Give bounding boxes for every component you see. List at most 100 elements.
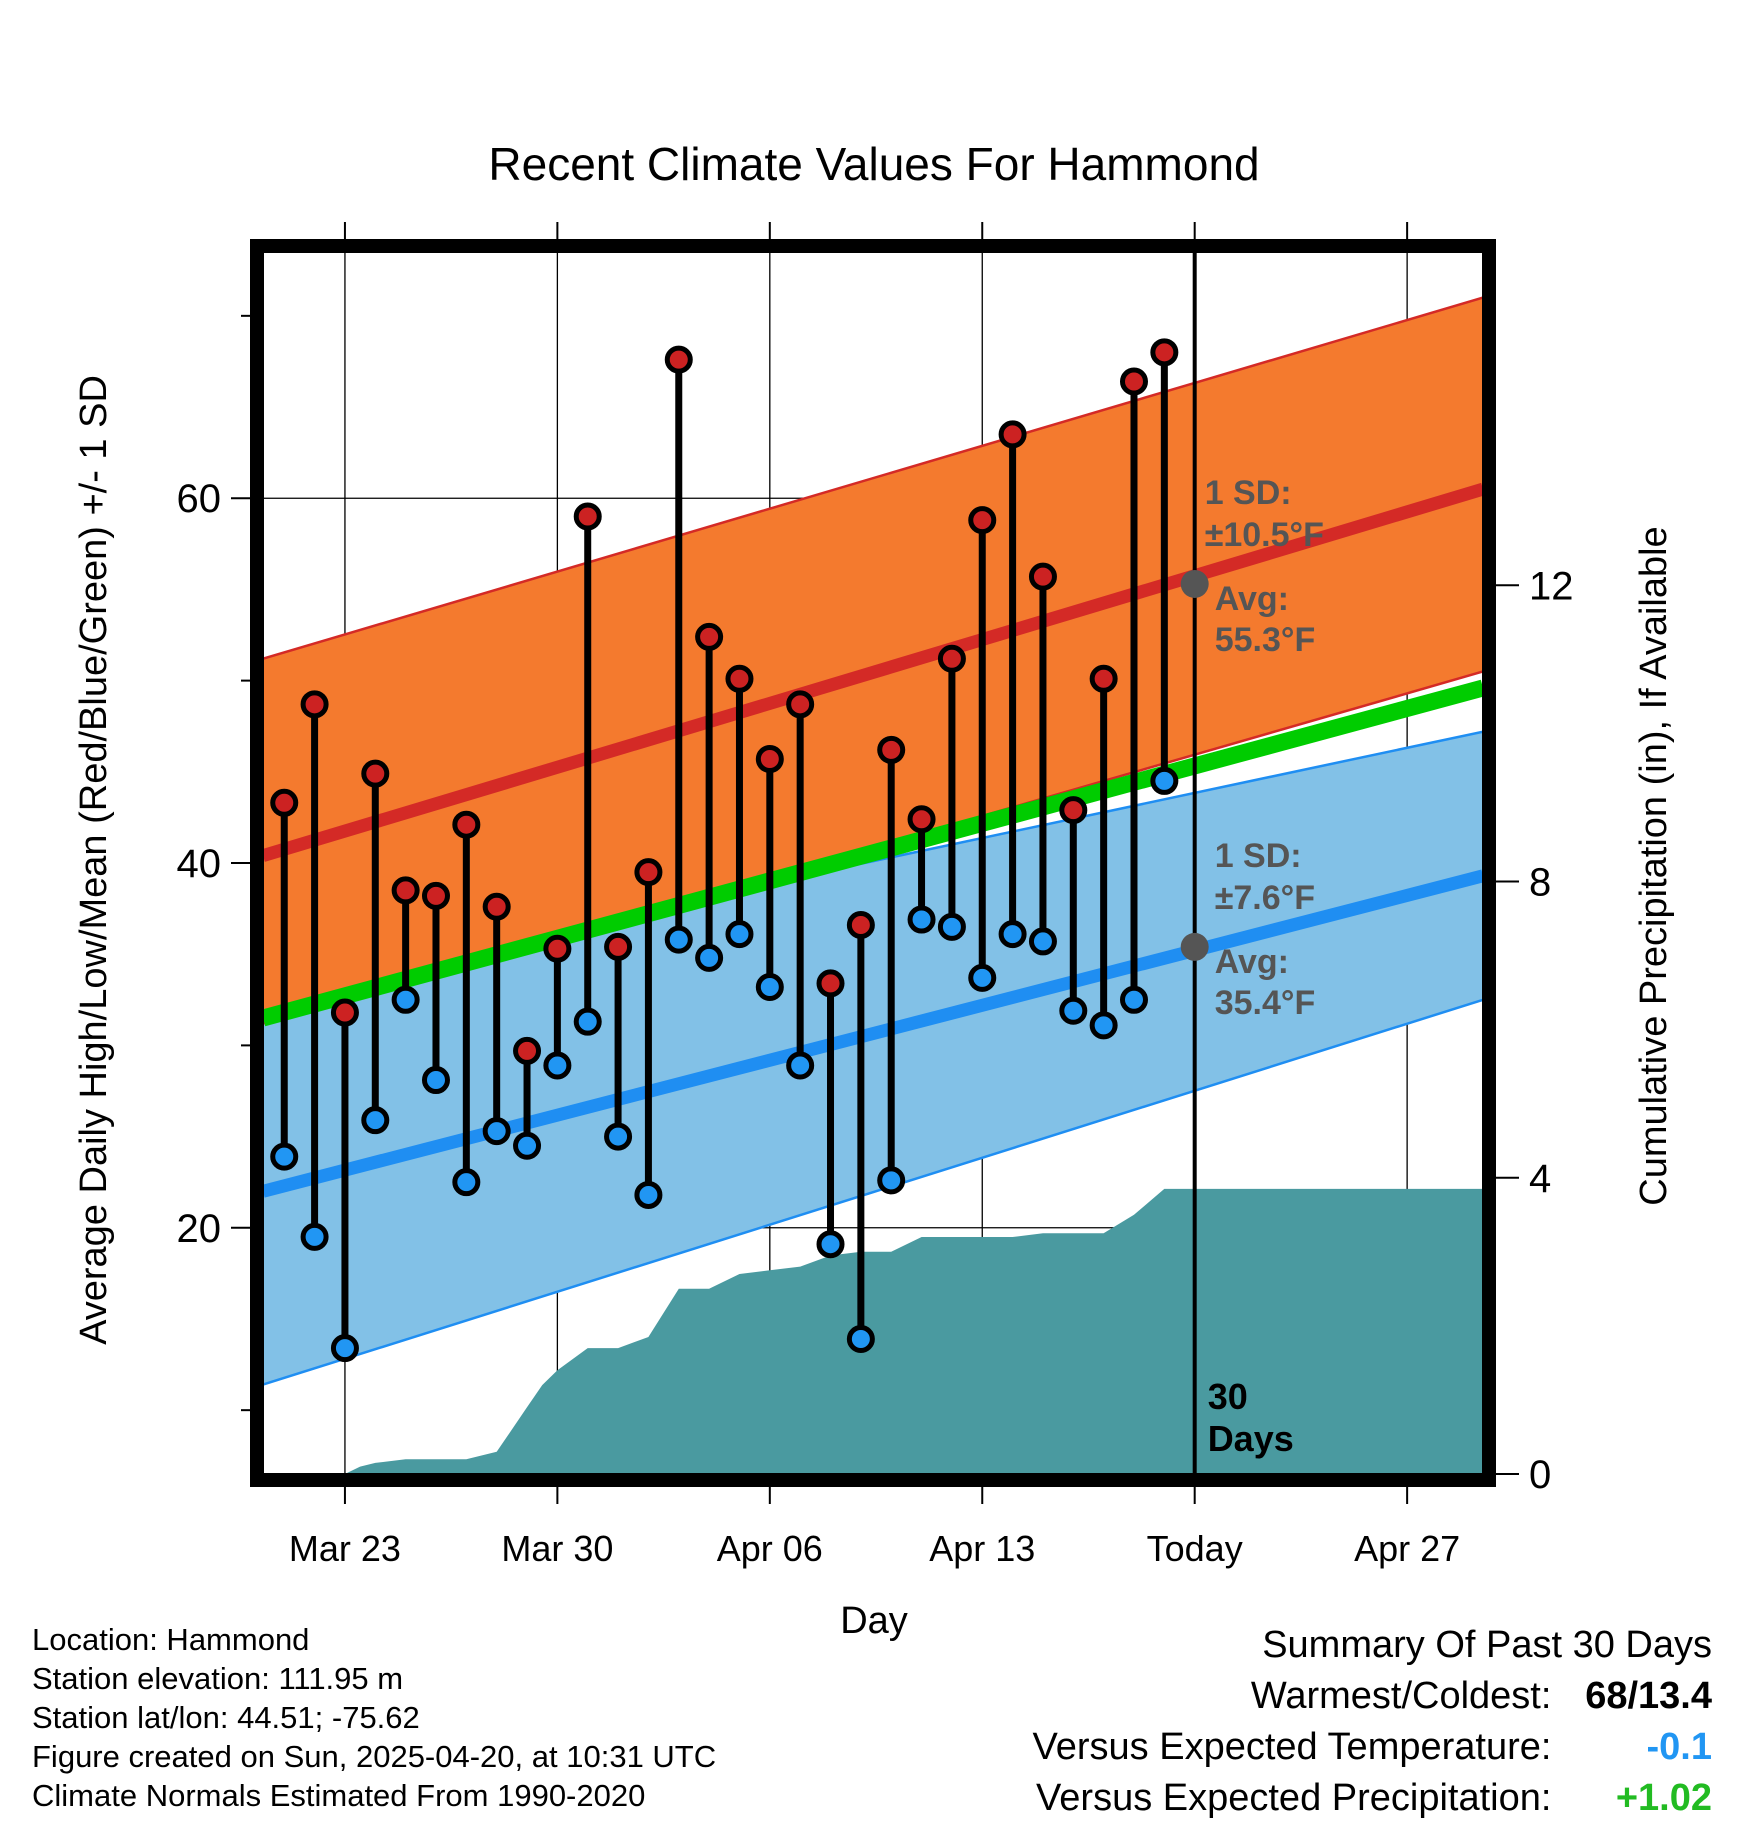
x-tick-label: Apr 27 bbox=[1354, 1528, 1460, 1569]
x-tick-label: Today bbox=[1147, 1528, 1243, 1569]
high-avg-value: 55.3°F bbox=[1215, 621, 1316, 659]
observed-low-point bbox=[846, 1325, 875, 1354]
observed-low-point bbox=[937, 912, 966, 941]
normal-high-sd-band bbox=[263, 297, 1483, 1024]
observed-high-point bbox=[725, 664, 754, 693]
created-text: Figure created on Sun, 2025-04-20, at 10… bbox=[32, 1739, 717, 1774]
plot-frame bbox=[250, 239, 1496, 1487]
warm-cold-label: Warmest/Coldest: bbox=[1250, 1675, 1552, 1717]
high-sd-label: 1 SD: bbox=[1205, 474, 1292, 512]
observed-high-point bbox=[846, 911, 875, 940]
normal-low-sd-band-lower-edge bbox=[263, 998, 1483, 1386]
observed-low-point bbox=[664, 925, 693, 954]
observed-high-point bbox=[968, 506, 997, 535]
observed-high-point bbox=[604, 932, 633, 961]
normal-high-line bbox=[263, 482, 1483, 862]
observed-high-point bbox=[330, 998, 359, 1027]
y2-tick-label: 0 bbox=[1529, 1453, 1551, 1497]
window-length-value: 30 bbox=[1208, 1376, 1248, 1417]
observed-low-point bbox=[1028, 927, 1057, 956]
warm-cold-value: 68/13.4 bbox=[1585, 1675, 1712, 1717]
observed-high-point bbox=[664, 345, 693, 374]
low-sd-value: ±7.6°F bbox=[1215, 879, 1315, 917]
observed-high-point bbox=[482, 892, 511, 921]
y-axis-label: Average Daily High/Low/Mean (Red/Blue/Gr… bbox=[73, 375, 115, 1345]
observed-high-point bbox=[634, 858, 663, 887]
normal-low-sd-band bbox=[263, 731, 1483, 1385]
observed-low-point bbox=[330, 1334, 359, 1363]
observed-low-point bbox=[907, 905, 936, 934]
observed-high-point bbox=[452, 810, 481, 839]
observed-low-point bbox=[816, 1230, 845, 1259]
observed-high-point bbox=[573, 502, 602, 531]
observed-high-point bbox=[755, 745, 784, 774]
observed-low-point bbox=[1150, 766, 1179, 795]
observed-high-point bbox=[1089, 664, 1118, 693]
axes: Mar 23 Mar 30 Apr 06 Apr 13 Today Apr 2720406… bbox=[177, 222, 1574, 1569]
observed-low-point bbox=[877, 1166, 906, 1195]
summary-title: Summary Of Past 30 Days bbox=[1262, 1624, 1712, 1666]
observed-low-point bbox=[1059, 996, 1088, 1025]
observed-low-point bbox=[300, 1222, 329, 1251]
summary-panel: Summary Of Past 30 Days Warmest/Coldest:… bbox=[1033, 1620, 1712, 1824]
observed-high-point bbox=[1119, 367, 1148, 396]
observed-high-point bbox=[270, 788, 299, 817]
observed-high-point bbox=[513, 1036, 542, 1065]
x-tick-label: Mar 30 bbox=[501, 1528, 613, 1569]
observed-low-point bbox=[695, 943, 724, 972]
y-tick-label: 40 bbox=[177, 842, 222, 886]
y2-tick-label: 8 bbox=[1529, 861, 1551, 905]
x-axis-label: Day bbox=[840, 1600, 908, 1642]
y2-axis-label: Cumulative Precipitation (in), If Availa… bbox=[1633, 526, 1675, 1205]
observed-low-point bbox=[725, 920, 754, 949]
precip-anomaly-value: +1.02 bbox=[1615, 1777, 1712, 1819]
high-avg-label: Avg: bbox=[1215, 580, 1289, 618]
observed-low-point bbox=[270, 1142, 299, 1171]
precip-anomaly-label: Versus Expected Precipitation: bbox=[1036, 1777, 1552, 1819]
normal-high-sd-band-upper-edge bbox=[263, 296, 1483, 660]
observed-high-point bbox=[937, 644, 966, 673]
station-info: Location: Hammond Station elevation: 111… bbox=[32, 1620, 716, 1815]
chart-title: Recent Climate Values For Hammond bbox=[488, 138, 1259, 190]
observed-high-point bbox=[1150, 338, 1179, 367]
observed-high-point bbox=[786, 690, 815, 719]
observed-low-point bbox=[391, 985, 420, 1014]
observed-high-point bbox=[998, 420, 1027, 449]
x-tick-label: Mar 23 bbox=[289, 1528, 401, 1569]
y2-tick-label: 12 bbox=[1529, 564, 1574, 608]
x-tick-label: Apr 13 bbox=[929, 1528, 1035, 1569]
observed-high-point bbox=[1028, 562, 1057, 591]
observed-low-point bbox=[1089, 1011, 1118, 1040]
observed-high-point bbox=[361, 759, 390, 788]
observed-low-point bbox=[543, 1051, 572, 1080]
location-text: Location: Hammond bbox=[32, 1622, 310, 1657]
today-high-avg-point bbox=[1180, 569, 1209, 598]
elevation-text: Station elevation: 111.95 m bbox=[32, 1661, 404, 1696]
window-length-unit: Days bbox=[1208, 1418, 1294, 1459]
high-sd-value: ±10.5°F bbox=[1205, 516, 1324, 554]
observed-high-point bbox=[816, 969, 845, 998]
observed-high-point bbox=[421, 881, 450, 910]
observed-high-point bbox=[1059, 796, 1088, 825]
observed-low-point bbox=[482, 1117, 511, 1146]
observed-low-point bbox=[634, 1180, 663, 1209]
temp-anomaly-label: Versus Expected Temperature: bbox=[1032, 1726, 1552, 1768]
low-sd-label: 1 SD: bbox=[1215, 837, 1302, 875]
observed-high-point bbox=[695, 622, 724, 651]
observed-high-point bbox=[543, 934, 572, 963]
x-tick-label: Apr 06 bbox=[717, 1528, 823, 1569]
observed-low-point bbox=[1119, 985, 1148, 1014]
today-low-avg-point bbox=[1180, 932, 1209, 961]
y-tick-label: 60 bbox=[177, 477, 222, 521]
observed-high-point bbox=[877, 735, 906, 764]
observed-low-point bbox=[755, 973, 784, 1002]
low-avg-value: 35.4°F bbox=[1215, 984, 1316, 1022]
normals-text: Climate Normals Estimated From 1990-2020 bbox=[32, 1778, 646, 1813]
observed-low-point bbox=[968, 963, 997, 992]
observed-low-point bbox=[786, 1051, 815, 1080]
observed-high-point bbox=[300, 690, 329, 719]
observed-low-point bbox=[452, 1168, 481, 1197]
observed-low-point bbox=[513, 1131, 542, 1160]
y2-tick-label: 4 bbox=[1529, 1157, 1551, 1201]
